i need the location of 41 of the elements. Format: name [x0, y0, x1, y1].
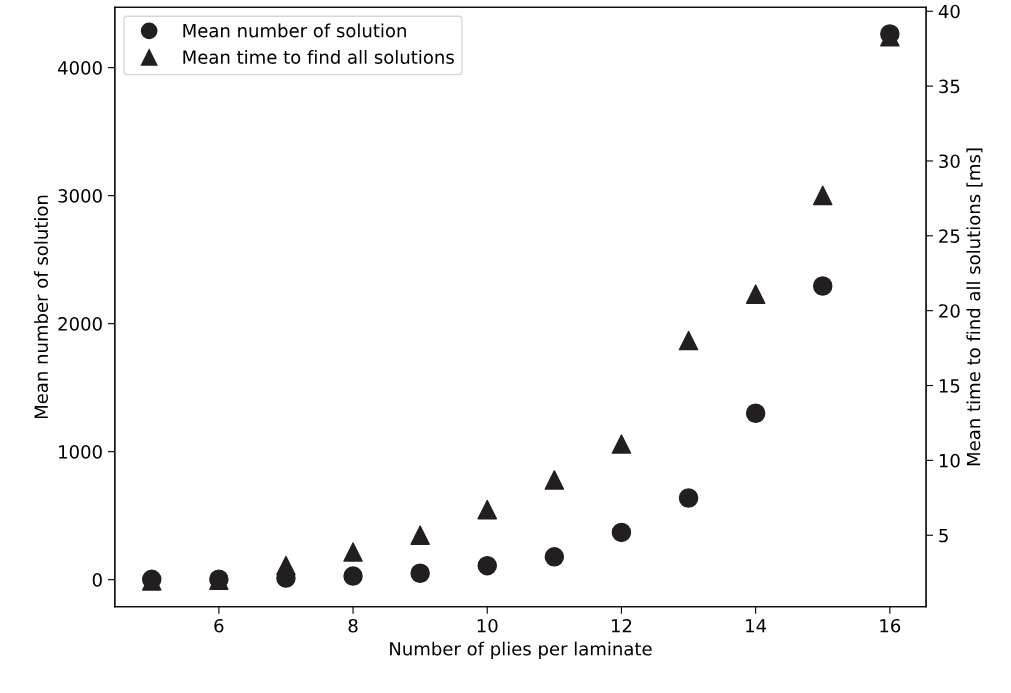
- y2-tick-label: 20: [939, 304, 960, 318]
- point: [745, 403, 766, 423]
- point: [276, 555, 296, 576]
- legend-label: Mean time to find all solutions: [183, 49, 454, 64]
- point: [611, 522, 632, 543]
- y-tick-label: 3000: [58, 189, 102, 203]
- point: [544, 470, 565, 490]
- x-tick-label: 10: [477, 618, 498, 633]
- y2-axis-title: Mean time to find all solutions [ms]: [966, 148, 983, 466]
- point: [812, 276, 833, 296]
- y2-tick-label: 25: [939, 229, 960, 243]
- point: [410, 525, 430, 545]
- point: [678, 488, 699, 508]
- y2-tick-label: 5: [939, 528, 948, 543]
- y2-tick-label: 40: [938, 4, 960, 19]
- y-tick-label: 0: [92, 573, 102, 587]
- x-tick-label: 16: [880, 618, 901, 633]
- y2-tick-label: 35: [939, 79, 960, 94]
- legend-label: Mean number of solution: [183, 23, 406, 38]
- y2-tick-label: 15: [939, 379, 960, 393]
- point: [611, 434, 632, 454]
- y-tick-label: 4000: [57, 61, 102, 75]
- point: [477, 555, 497, 576]
- y2-tick-label: 10: [939, 453, 960, 468]
- x-tick-label: 6: [214, 618, 224, 633]
- point: [477, 499, 497, 520]
- point: [343, 542, 363, 562]
- y2-tick-label: 30: [939, 154, 960, 169]
- point: [678, 330, 699, 351]
- y-tick-label: 2000: [58, 317, 102, 331]
- point: [410, 563, 430, 584]
- point: [343, 566, 363, 586]
- y-tick-label: 1000: [59, 445, 102, 459]
- point: [544, 547, 565, 567]
- x-tick-label: 8: [348, 618, 358, 633]
- x-axis-title: Number of plies per laminate: [390, 641, 652, 660]
- x-tick-label: 14: [746, 619, 767, 633]
- point: [745, 284, 766, 304]
- point: [812, 185, 833, 206]
- y-axis-title: Mean number of solution: [34, 195, 49, 419]
- x-tick-label: 12: [611, 618, 632, 633]
